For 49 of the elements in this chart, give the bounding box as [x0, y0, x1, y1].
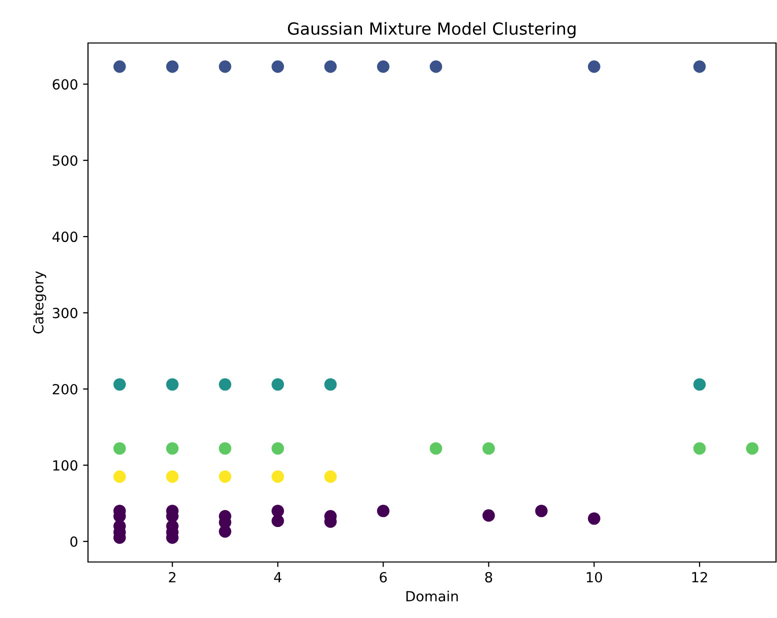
point: [430, 442, 442, 455]
point: [218, 378, 232, 391]
y-axis-title: Category: [33, 271, 46, 334]
point: [113, 470, 126, 483]
point: [272, 378, 284, 391]
point: [166, 442, 179, 455]
point: [113, 378, 126, 391]
y-tick-label: 200: [52, 384, 78, 394]
point: [272, 442, 284, 455]
point: [218, 442, 232, 455]
point: [218, 470, 232, 483]
x-tick-label: 8: [485, 572, 492, 582]
y-tick-label: 100: [53, 460, 78, 471]
point: [482, 509, 495, 522]
point: [588, 60, 600, 73]
x-tick-label: 6: [380, 572, 387, 582]
point: [535, 504, 548, 518]
y-tick-label: 300: [52, 308, 78, 318]
point: [693, 60, 706, 73]
chart-title: Gaussian Mixture Model Clustering: [288, 22, 576, 38]
x-axis-title: Domain: [406, 590, 458, 602]
point: [377, 504, 390, 518]
y-tick-label: 600: [52, 79, 78, 90]
point: [746, 442, 758, 455]
point: [324, 60, 337, 73]
y-tick-label: 400: [52, 232, 78, 242]
point: [166, 470, 179, 483]
point: [272, 60, 284, 73]
point: [588, 512, 600, 525]
point: [272, 470, 284, 483]
point: [113, 442, 126, 455]
point: [482, 442, 495, 455]
x-tick-label: 10: [586, 572, 602, 582]
point: [324, 378, 337, 391]
x-tick-label: 12: [692, 572, 707, 582]
point: [113, 60, 126, 73]
y-tick-label: 0: [70, 536, 78, 547]
point: [166, 378, 179, 391]
x-tick-label: 2: [168, 572, 176, 582]
point: [218, 60, 232, 73]
y-tick-label: 500: [52, 155, 78, 166]
point: [430, 60, 442, 73]
point: [324, 470, 337, 483]
point: [693, 442, 706, 455]
point: [166, 60, 179, 73]
point: [272, 504, 284, 518]
point: [693, 378, 706, 391]
point: [377, 60, 390, 73]
x-tick-label: 4: [274, 572, 282, 582]
